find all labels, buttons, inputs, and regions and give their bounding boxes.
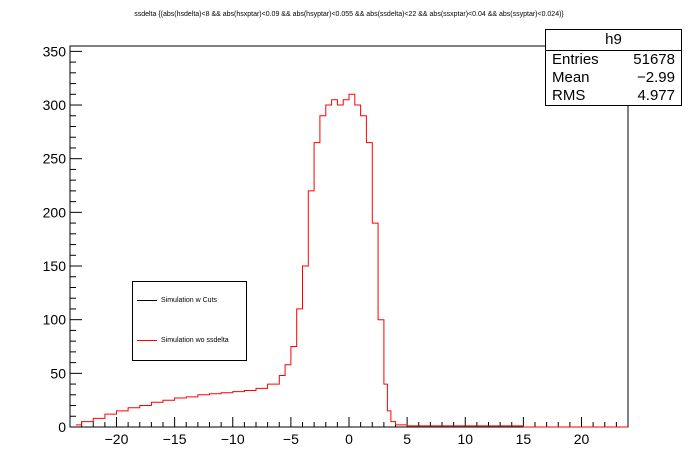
- series-line-1: [75, 93, 628, 428]
- y-tick-label: 300: [43, 97, 67, 113]
- x-tick-label: −5: [283, 431, 299, 447]
- stats-value-entries: 51678: [633, 51, 675, 68]
- legend-entry-without-ssdelta: Simulation wo ssdelta: [137, 337, 229, 344]
- x-tick-label: 5: [403, 431, 411, 447]
- x-tick-label: −15: [163, 431, 187, 447]
- legend-label-without-ssdelta: Simulation wo ssdelta: [161, 337, 229, 344]
- y-tick-label: 100: [43, 312, 67, 328]
- x-tick-label: −10: [221, 431, 245, 447]
- stats-value-rms: 4.977: [637, 87, 675, 104]
- stats-row-entries: Entries 51678: [546, 51, 681, 69]
- stats-label-mean: Mean: [552, 69, 590, 86]
- x-tick-label: 0: [345, 431, 353, 447]
- y-tick-label: 50: [50, 365, 66, 381]
- stats-label-entries: Entries: [552, 51, 599, 68]
- x-tick-label: 10: [457, 431, 473, 447]
- stats-histogram-name: h9: [546, 30, 681, 51]
- legend-label-with-cuts: Simulation w Cuts: [161, 297, 218, 304]
- stats-label-rms: RMS: [552, 87, 586, 104]
- stats-value-mean: −2.99: [637, 69, 675, 86]
- x-tick-label: −20: [105, 431, 129, 447]
- stats-row-mean: Mean −2.99: [546, 69, 681, 87]
- legend-entry-with-cuts: Simulation w Cuts: [137, 297, 217, 304]
- y-tick-label: 250: [43, 151, 67, 167]
- y-tick-label: 0: [58, 419, 66, 435]
- legend-swatch-without-ssdelta: [137, 339, 157, 341]
- y-tick-label: 350: [43, 43, 67, 59]
- legend: Simulation w Cuts Simulation wo ssdelta: [132, 281, 247, 361]
- y-tick-label: 200: [43, 204, 67, 220]
- legend-swatch-with-cuts: [137, 299, 157, 301]
- plot-title: ssdelta {(abs(hsdelta)<8 && abs(hsxptar)…: [134, 11, 564, 18]
- y-tick-label: 150: [43, 258, 67, 274]
- x-tick-label: 20: [574, 431, 590, 447]
- x-tick-label: 15: [516, 431, 532, 447]
- stats-row-rms: RMS 4.977: [546, 87, 681, 105]
- stats-box: h9 Entries 51678 Mean −2.99 RMS 4.977: [545, 29, 682, 106]
